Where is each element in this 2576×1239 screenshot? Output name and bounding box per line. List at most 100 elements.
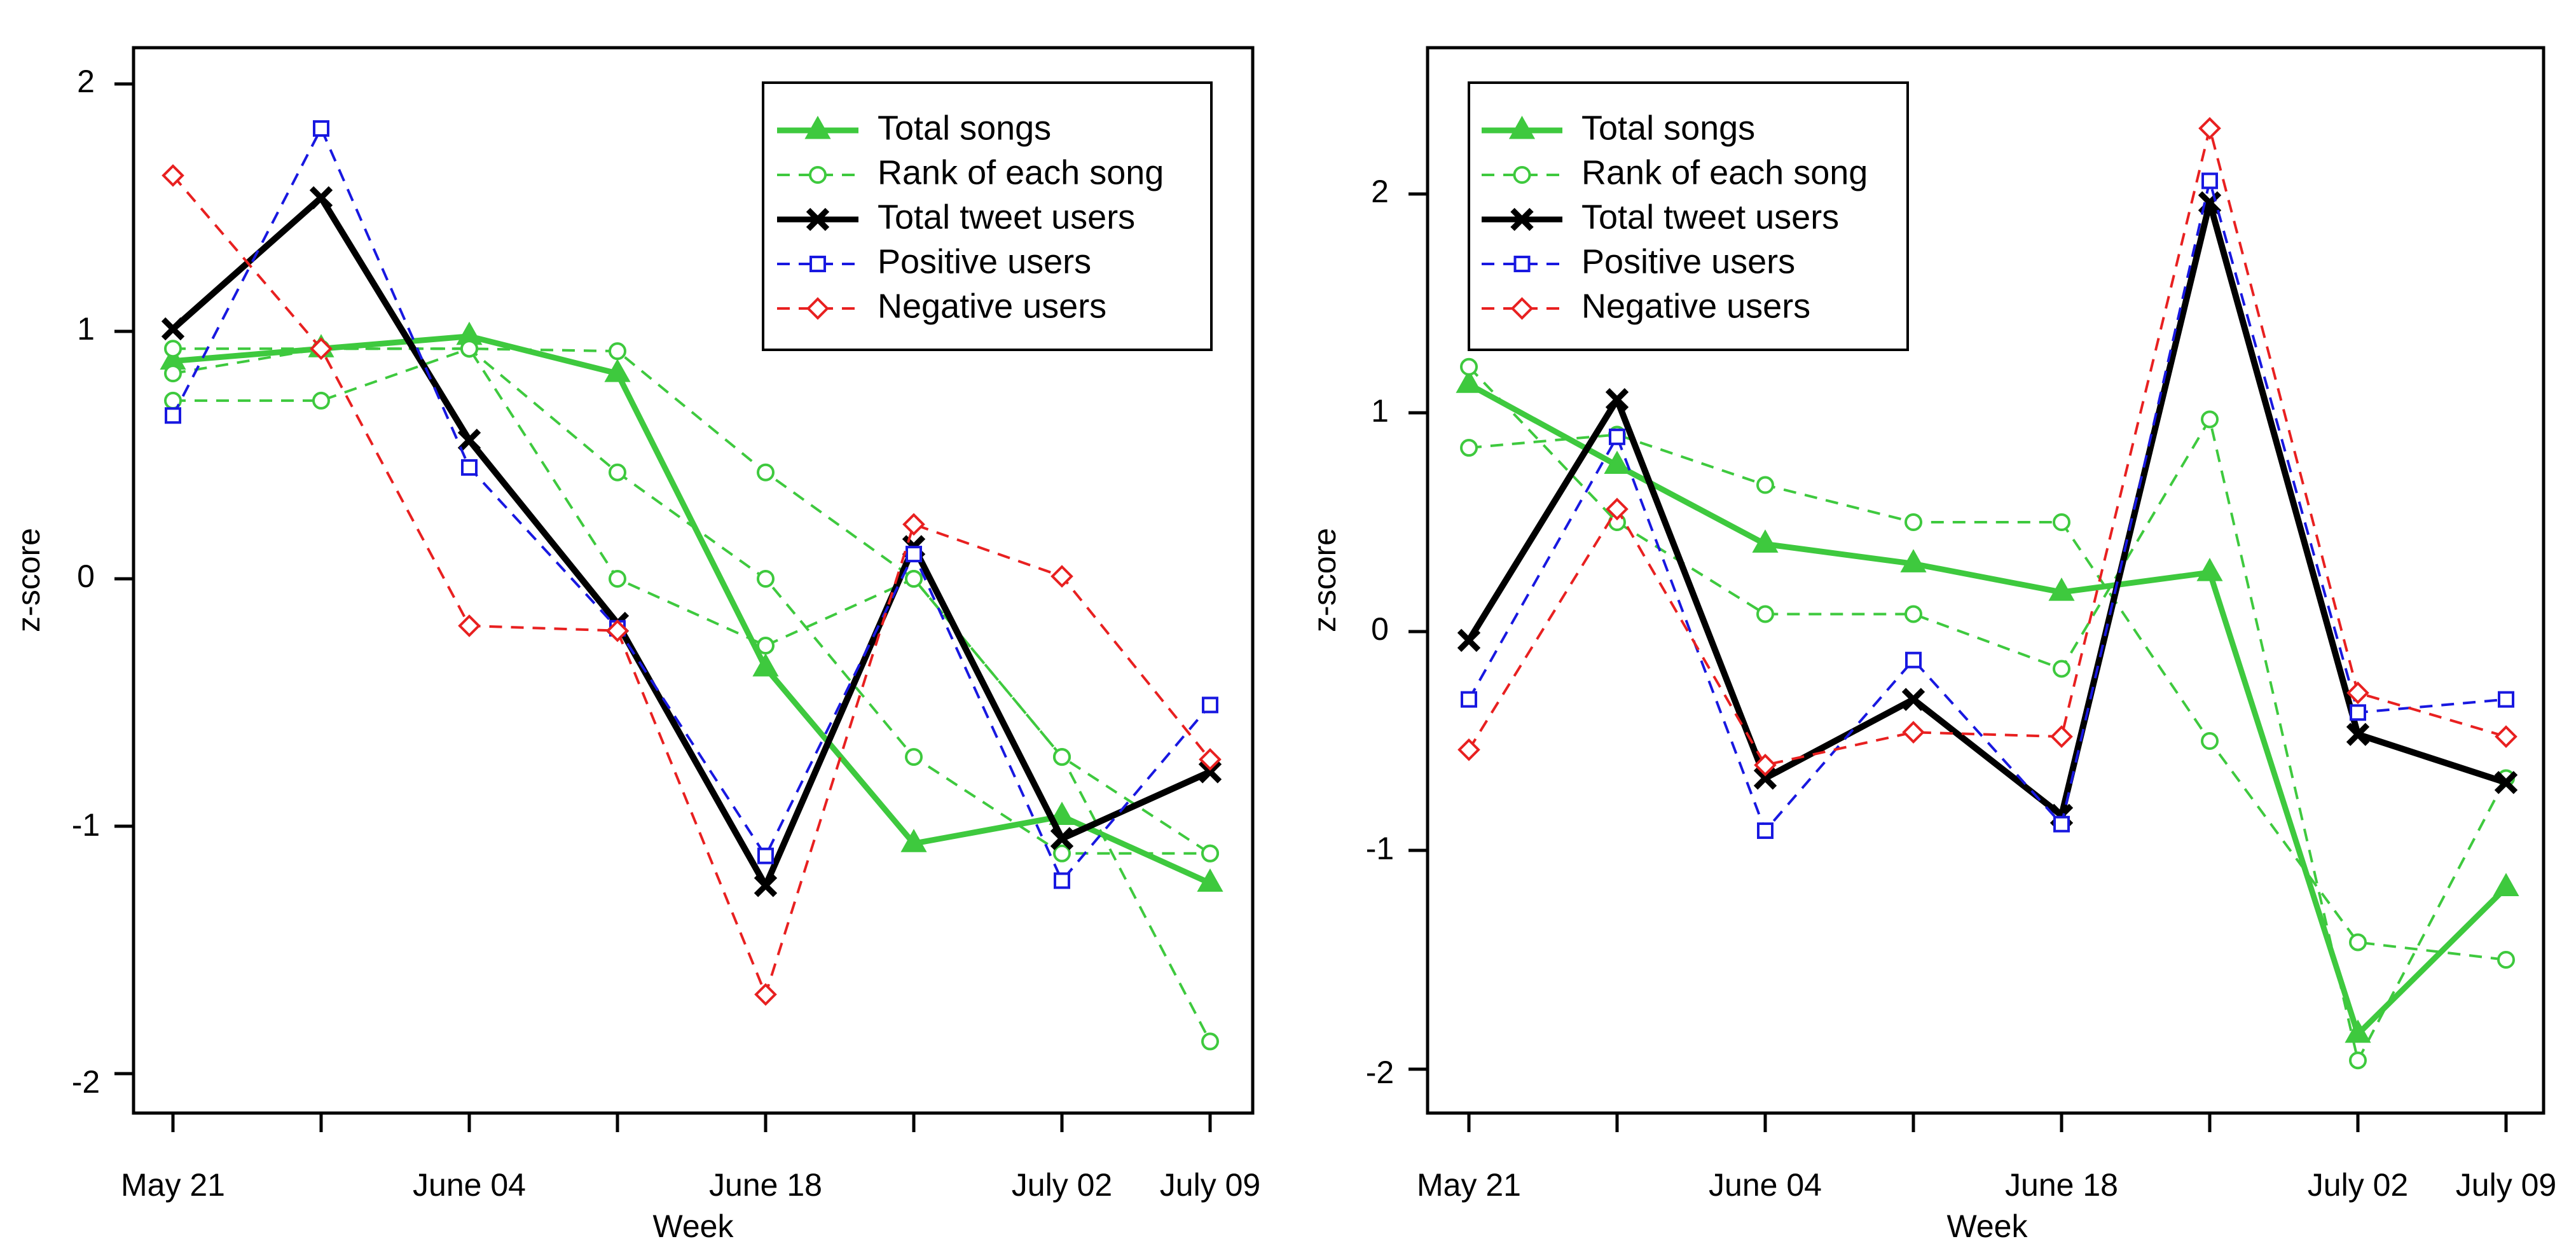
- left-point-total-tweet-users: [309, 186, 333, 210]
- right-point-rank-of-each-song: [2053, 513, 2070, 531]
- right-point-rank-2: [1904, 605, 1922, 623]
- left-point-total-tweet-users: [457, 428, 481, 452]
- left-legend-key-rank-of-each-song: [777, 166, 858, 184]
- right-point-total-tweet-users: [1457, 628, 1481, 652]
- left-point-total-songs: [1049, 801, 1075, 825]
- right-x-tick-label: June 04: [1709, 1167, 1822, 1203]
- left-point-positive-users: [1054, 872, 1070, 889]
- right-legend-key-total-tweet-users: [1482, 207, 1562, 232]
- right-point-total-songs: [1752, 529, 1779, 553]
- right-point-total-tweet-users: [2346, 723, 2370, 746]
- left-point-negative-users: [310, 337, 333, 361]
- left-series-layer: [160, 120, 1223, 1051]
- right-x-tick-label: July 02: [2308, 1167, 2408, 1203]
- left-point-rank-of-each-song: [757, 463, 775, 481]
- left-point-rank-3: [1201, 1032, 1219, 1051]
- left-legend-key-negative-users: [777, 297, 858, 320]
- left-point-negative-users: [162, 164, 184, 187]
- left-line-total-songs: [172, 333, 1211, 886]
- left-point-total-songs: [604, 359, 631, 382]
- right-axes: May 21 June 04 June 18 July 02 July 09 -…: [1307, 174, 2556, 1239]
- left-line-rank-2: [173, 347, 1210, 855]
- left-x-tick-label: July 09: [1160, 1167, 1260, 1203]
- right-point-rank-of-each-song: [2497, 951, 2515, 969]
- left-point-rank-2: [1053, 844, 1071, 862]
- right-y-tick-label: -1: [1366, 831, 1394, 866]
- right-point-total-songs: [1604, 450, 1630, 474]
- left-legend-marker: [809, 256, 826, 272]
- right-x-tick-label: July 09: [2456, 1167, 2556, 1203]
- right-series-positive-users: [1461, 172, 2514, 840]
- left-point-rank-2: [905, 748, 923, 766]
- left-legend-marker: [806, 207, 830, 232]
- right-legend-marker: [1510, 207, 1534, 232]
- right-point-positive-users: [1461, 691, 1477, 708]
- right-point-rank-2: [2053, 660, 2070, 678]
- right-point-rank-of-each-song: [2349, 933, 2367, 952]
- left-legend-label: Rank of each song: [878, 153, 1164, 191]
- right-point-positive-users: [2053, 815, 2070, 833]
- right-point-negative-users: [2198, 116, 2221, 140]
- left-point-rank-3: [757, 637, 775, 655]
- left-legend-key-total-tweet-users: [777, 207, 858, 232]
- left-y-tick-label: -2: [72, 1064, 100, 1100]
- right-point-positive-users: [2350, 704, 2366, 721]
- left-line-negative-users: [172, 174, 1211, 996]
- left-point-negative-users: [754, 983, 777, 1006]
- left-legend-marker: [804, 115, 831, 139]
- left-point-positive-users: [1202, 696, 1218, 714]
- left-point-negative-users: [1050, 565, 1073, 588]
- left-legend-key-total-songs: [777, 115, 858, 139]
- right-legend: Total songs Rank of each song Total twee…: [1468, 81, 1909, 351]
- left-y-tick-label: -1: [72, 807, 100, 843]
- right-point-total-songs: [1900, 549, 1927, 572]
- left-chart-panel: May 21 June 04 June 18 July 02 July 09 -…: [11, 46, 1260, 1239]
- right-y-tick-label: 1: [1371, 393, 1389, 429]
- right-point-negative-users: [2346, 681, 2369, 705]
- left-legend-marker: [809, 166, 827, 184]
- right-line-rank-2: [1468, 366, 2507, 1062]
- right-point-total-tweet-users: [1605, 388, 1629, 412]
- right-plot-frame: [1426, 46, 2545, 1115]
- right-point-total-songs: [2493, 873, 2519, 896]
- right-line-rank-of-each-song: [1468, 433, 2507, 961]
- left-point-total-tweet-users: [161, 317, 185, 341]
- right-line-positive-users: [1468, 179, 2507, 833]
- left-series-negative-users: [162, 164, 1222, 1006]
- right-point-negative-users: [1754, 754, 1777, 777]
- right-point-rank-of-each-song: [1904, 513, 1922, 531]
- right-legend-key-rank-of-each-song: [1482, 166, 1562, 184]
- left-point-rank-3: [609, 570, 626, 588]
- left-point-rank-2: [757, 570, 775, 588]
- left-point-rank-3: [905, 570, 923, 588]
- left-axes: May 21 June 04 June 18 July 02 July 09 -…: [11, 64, 1260, 1239]
- right-legend-key-negative-users: [1482, 297, 1562, 320]
- right-legend-marker: [1513, 166, 1531, 184]
- right-line-total-tweet-users: [1466, 199, 2507, 819]
- left-point-rank-2: [312, 391, 330, 410]
- left-point-total-songs: [1197, 868, 1223, 892]
- right-series-rank-of-each-song: [1460, 426, 2515, 969]
- right-point-total-songs: [2196, 558, 2223, 581]
- left-y-axis-title: z-score: [11, 528, 46, 632]
- right-series-layer: [1456, 116, 2519, 1070]
- right-point-rank-of-each-song: [2201, 732, 2219, 750]
- left-line-total-tweet-users: [170, 194, 1212, 889]
- right-legend-key-total-songs: [1482, 115, 1562, 139]
- left-point-positive-users: [313, 120, 329, 137]
- left-x-tick-label: May 21: [121, 1167, 225, 1203]
- left-legend-label: Total songs: [878, 109, 1051, 147]
- right-x-tick-label: May 21: [1417, 1167, 1521, 1203]
- right-point-total-songs: [2048, 578, 2075, 601]
- left-line-positive-users: [172, 127, 1211, 882]
- left-legend: Total songs Rank of each song Total twee…: [762, 81, 1213, 351]
- right-point-negative-users: [2495, 725, 2517, 748]
- left-point-negative-users: [458, 614, 481, 637]
- left-x-axis-title: Week: [653, 1208, 734, 1239]
- right-point-positive-users: [2201, 172, 2218, 190]
- left-legend-key-positive-users: [777, 256, 858, 272]
- left-point-total-songs: [752, 653, 779, 677]
- left-point-rank-3: [164, 364, 182, 383]
- right-point-total-songs: [1456, 370, 1482, 393]
